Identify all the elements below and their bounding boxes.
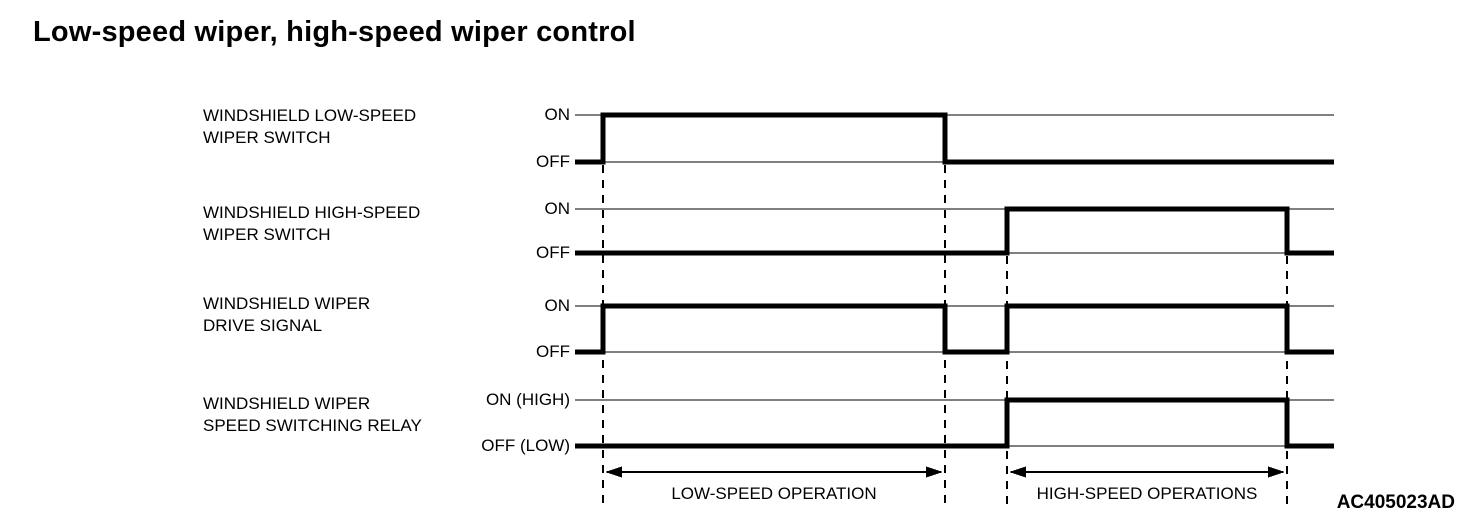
windshield-wiper-speed-switching-relay-label-line-2: SPEED SWITCHING RELAY [203,416,422,435]
windshield-wiper-drive-signal-on-level-label: ON [544,296,571,315]
windshield-low-speed-wiper-switch-off-level-label: OFF [536,152,570,171]
windshield-high-speed-wiper-switch-label-line-1: WINDSHIELD HIGH-SPEED [203,203,421,222]
right-arrowhead-icon [1268,466,1285,478]
windshield-wiper-speed-switching-relay-waveform [575,397,1334,449]
left-arrowhead-icon [1009,466,1026,478]
range-label-1: HIGH-SPEED OPERATIONS [1036,484,1258,503]
page-title: Low-speed wiper, high-speed wiper contro… [33,16,636,48]
windshield-high-speed-wiper-switch-on-level-label: ON [544,199,571,218]
left-arrowhead-icon [605,466,622,478]
windshield-high-speed-wiper-switch-off-level-label: OFF [536,243,570,262]
figure-code-label: AC405023AD [1336,492,1455,513]
windshield-wiper-speed-switching-relay-label-line-1: WINDSHIELD WIPER [203,394,371,413]
windshield-low-speed-wiper-switch-label-line-2: WIPER SWITCH [203,128,331,147]
windshield-high-speed-wiper-switch-label-line-2: WIPER SWITCH [203,225,331,244]
windshield-low-speed-wiper-switch-on-level-label: ON [544,105,571,124]
windshield-low-speed-wiper-switch-label-line-1: WINDSHIELD LOW-SPEED [203,106,417,125]
windshield-wiper-drive-signal-label-line-1: WINDSHIELD WIPER [203,294,371,313]
windshield-low-speed-wiper-switch-waveform [575,112,1334,165]
range-label-0: LOW-SPEED OPERATION [671,484,877,503]
windshield-wiper-drive-signal-off-level-label: OFF [536,342,570,361]
windshield-wiper-speed-switching-relay-off-level-label: OFF (LOW) [481,436,570,455]
windshield-wiper-speed-switching-relay-on-level-label: ON (HIGH) [485,390,570,409]
windshield-wiper-drive-signal-waveform [575,303,1334,355]
windshield-wiper-drive-signal-label-line-2: DRIVE SIGNAL [203,316,323,335]
windshield-high-speed-wiper-switch-waveform [575,206,1334,256]
right-arrowhead-icon [926,466,943,478]
